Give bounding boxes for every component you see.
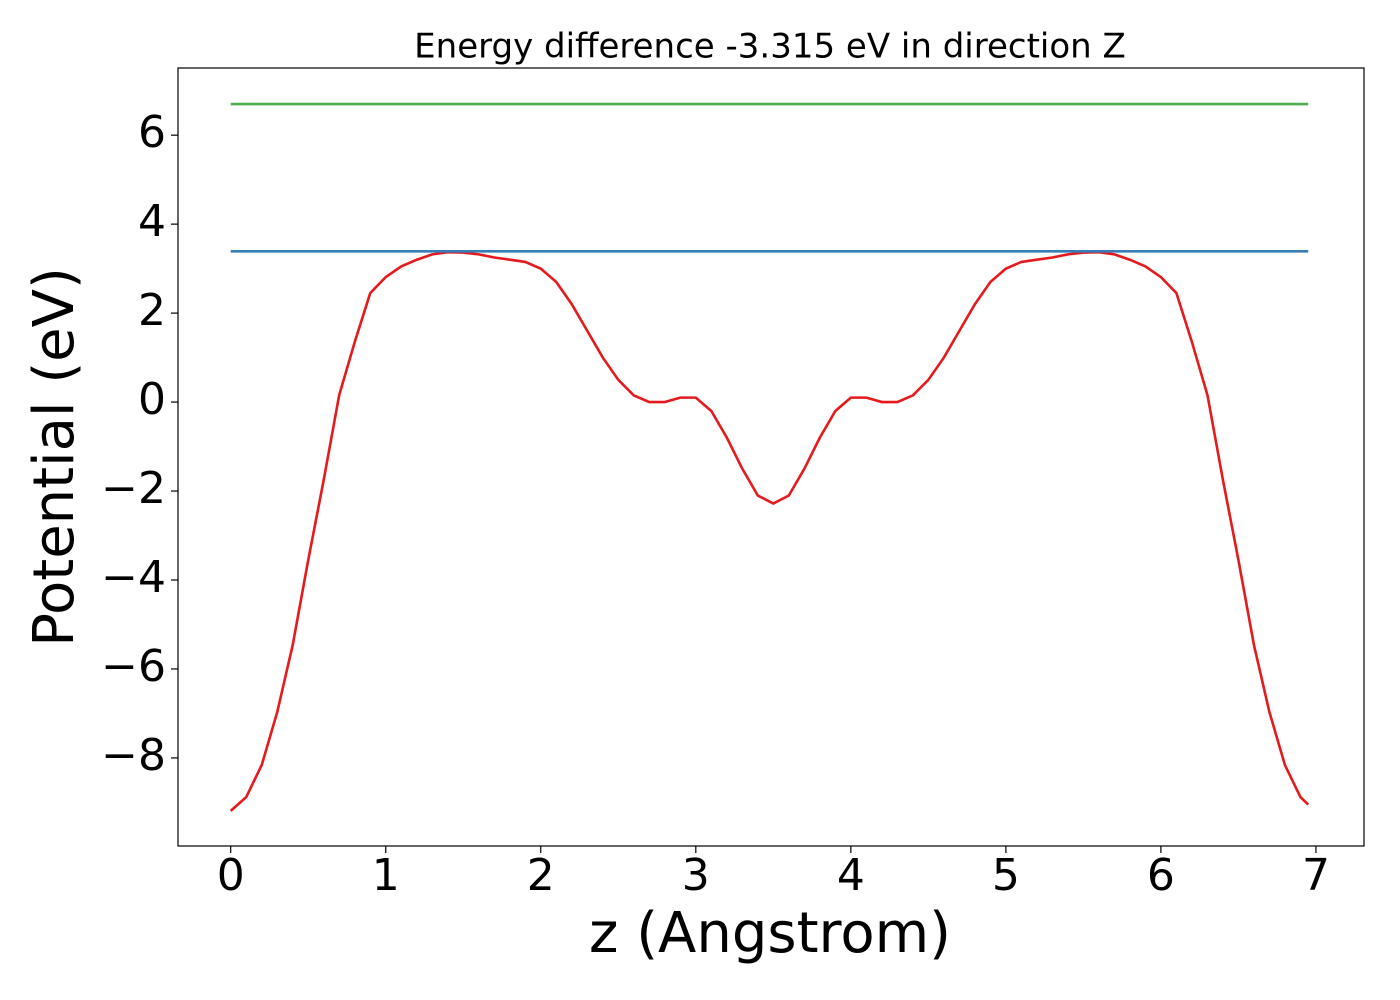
y-axis-label: Potential (eV): [22, 267, 87, 647]
y-tick-label: 2: [138, 285, 166, 336]
plot-frame: [177, 67, 1365, 847]
x-tick-label: 4: [837, 850, 865, 901]
chart-title: Energy difference -3.315 eV in direction…: [414, 27, 1126, 67]
x-tick-label: 1: [372, 850, 400, 901]
x-tick-label: 0: [217, 850, 245, 901]
x-tick-label: 3: [682, 850, 710, 901]
y-tick-label: 4: [138, 196, 166, 247]
y-tick-label: −4: [101, 552, 166, 603]
y-tick-label: 6: [138, 107, 166, 158]
y-tick-label: 0: [138, 374, 166, 425]
x-tick-label: 7: [1302, 850, 1330, 901]
y-tick-label: −6: [101, 641, 166, 692]
x-tick-label: 5: [992, 850, 1020, 901]
y-tick-label: −8: [101, 730, 166, 781]
y-tick-label: −2: [101, 463, 166, 514]
x-tick-label: 6: [1147, 850, 1175, 901]
x-tick-label: 2: [527, 850, 555, 901]
data-line: [229, 250, 1310, 812]
x-axis-label: z (Angstrom): [589, 901, 951, 966]
